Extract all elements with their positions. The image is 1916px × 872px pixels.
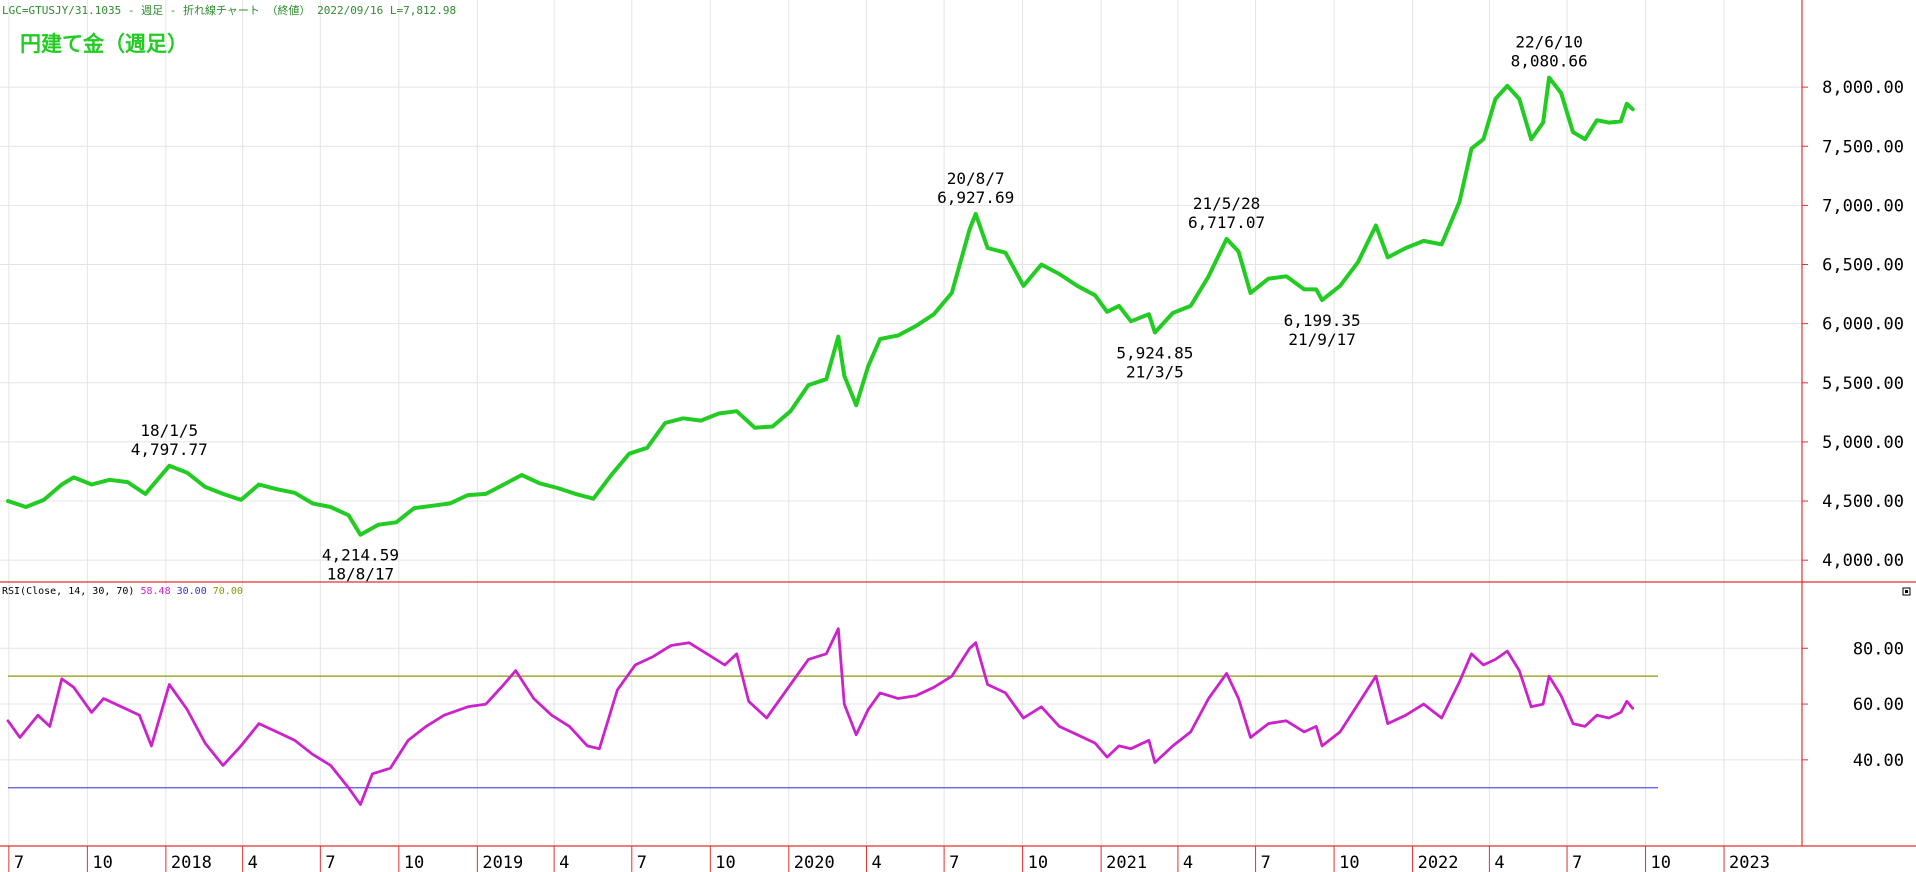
price-y-tick-label: 8,000.00 [1822,78,1904,98]
x-tick-label: 7 [1261,853,1271,872]
peak-date-label: 21/5/28 [1193,194,1260,213]
x-tick-label: 2021 [1106,853,1147,872]
peak-value-label: 4,797.77 [131,440,208,459]
x-tick-label: 10 [1339,853,1359,872]
x-tick-label: 4 [248,853,258,872]
price-y-tick-label: 6,500.00 [1822,256,1904,276]
x-tick-label: 4 [1494,853,1504,872]
rsi-legend-value: 58.48 [140,586,171,597]
x-tick-label: 2022 [1418,853,1459,872]
rsi-y-tick-label: 80.00 [1853,639,1904,659]
trough-value-label: 6,199.35 [1284,311,1361,330]
trough-date-label: 21/9/17 [1288,330,1355,349]
price-y-tick-label: 4,500.00 [1822,492,1904,512]
rsi-y-tick-label: 40.00 [1853,751,1904,771]
x-tick-label: 2019 [482,853,523,872]
x-tick-label: 7 [637,853,647,872]
peak-value-label: 6,717.07 [1188,213,1265,232]
grid-lines [0,0,1802,846]
x-tick-label: 7 [1572,853,1582,872]
price-y-tick-label: 5,500.00 [1822,374,1904,394]
peak-date-label: 22/6/10 [1515,33,1582,52]
x-axis: 7 10 2018 4 7 10 2019 4 7 10 2020 4 7 10 2021 4 7 10 2022 4… [8,846,1770,872]
x-tick-label: 10 [715,853,735,872]
price-panel: 4,000.00 4,500.00 5,000.00 5,500.00 6,000.00… [6,33,1904,584]
trough-date-label: 18/8/17 [327,565,394,584]
rsi-legend-label: RSI(Close, 14, 30, 70) [2,586,135,597]
x-tick-label: 2018 [171,853,212,872]
x-tick-label: 7 [949,853,959,872]
x-tick-label: 2020 [794,853,835,872]
price-series-line [6,75,1635,537]
price-y-tick-label: 5,000.00 [1822,433,1904,453]
trough-value-label: 4,214.59 [322,546,399,565]
x-tick-label: 10 [92,853,112,872]
price-y-tick-label: 4,000.00 [1822,551,1904,571]
rsi-legend: RSI(Close, 14, 30, 70) 58.48 30.00 70.00 [2,586,243,597]
x-tick-label: 7 [325,853,335,872]
x-tick-label: 4 [559,853,569,872]
peak-date-label: 20/8/7 [947,169,1005,188]
chart-info-header: LGC=GTUSJY/31.1035 - 週足 - 折れ線チャート （終値） 2… [2,4,457,17]
rsi-legend-upper: 70.00 [212,586,243,597]
peak-value-label: 6,927.69 [937,188,1014,207]
price-y-tick-label: 7,500.00 [1822,137,1904,157]
rsi-series-line [6,627,1635,806]
rsi-panel: 40.00 60.00 80.00 [6,627,1904,806]
x-tick-label: 10 [1028,853,1048,872]
x-tick-label: 4 [1183,853,1193,872]
rsi-legend-lower: 30.00 [176,586,207,597]
x-tick-label: 4 [871,853,881,872]
price-y-tick-label: 6,000.00 [1822,315,1904,335]
trough-value-label: 5,924.85 [1116,344,1193,363]
x-tick-label: 7 [14,853,24,872]
x-tick-label: 10 [1651,853,1671,872]
chart-frame [0,0,1916,847]
peak-value-label: 8,080.66 [1511,52,1588,71]
chart-title: 円建て金（週足） [20,32,188,56]
trough-date-label: 21/3/5 [1126,363,1184,382]
rsi-y-tick-label: 60.00 [1853,695,1904,715]
rsi-panel-close-icon-dot [1905,590,1908,593]
x-tick-label: 2023 [1729,853,1770,872]
x-tick-label: 10 [404,853,424,872]
peak-date-label: 18/1/5 [140,421,198,440]
price-y-tick-label: 7,000.00 [1822,196,1904,216]
